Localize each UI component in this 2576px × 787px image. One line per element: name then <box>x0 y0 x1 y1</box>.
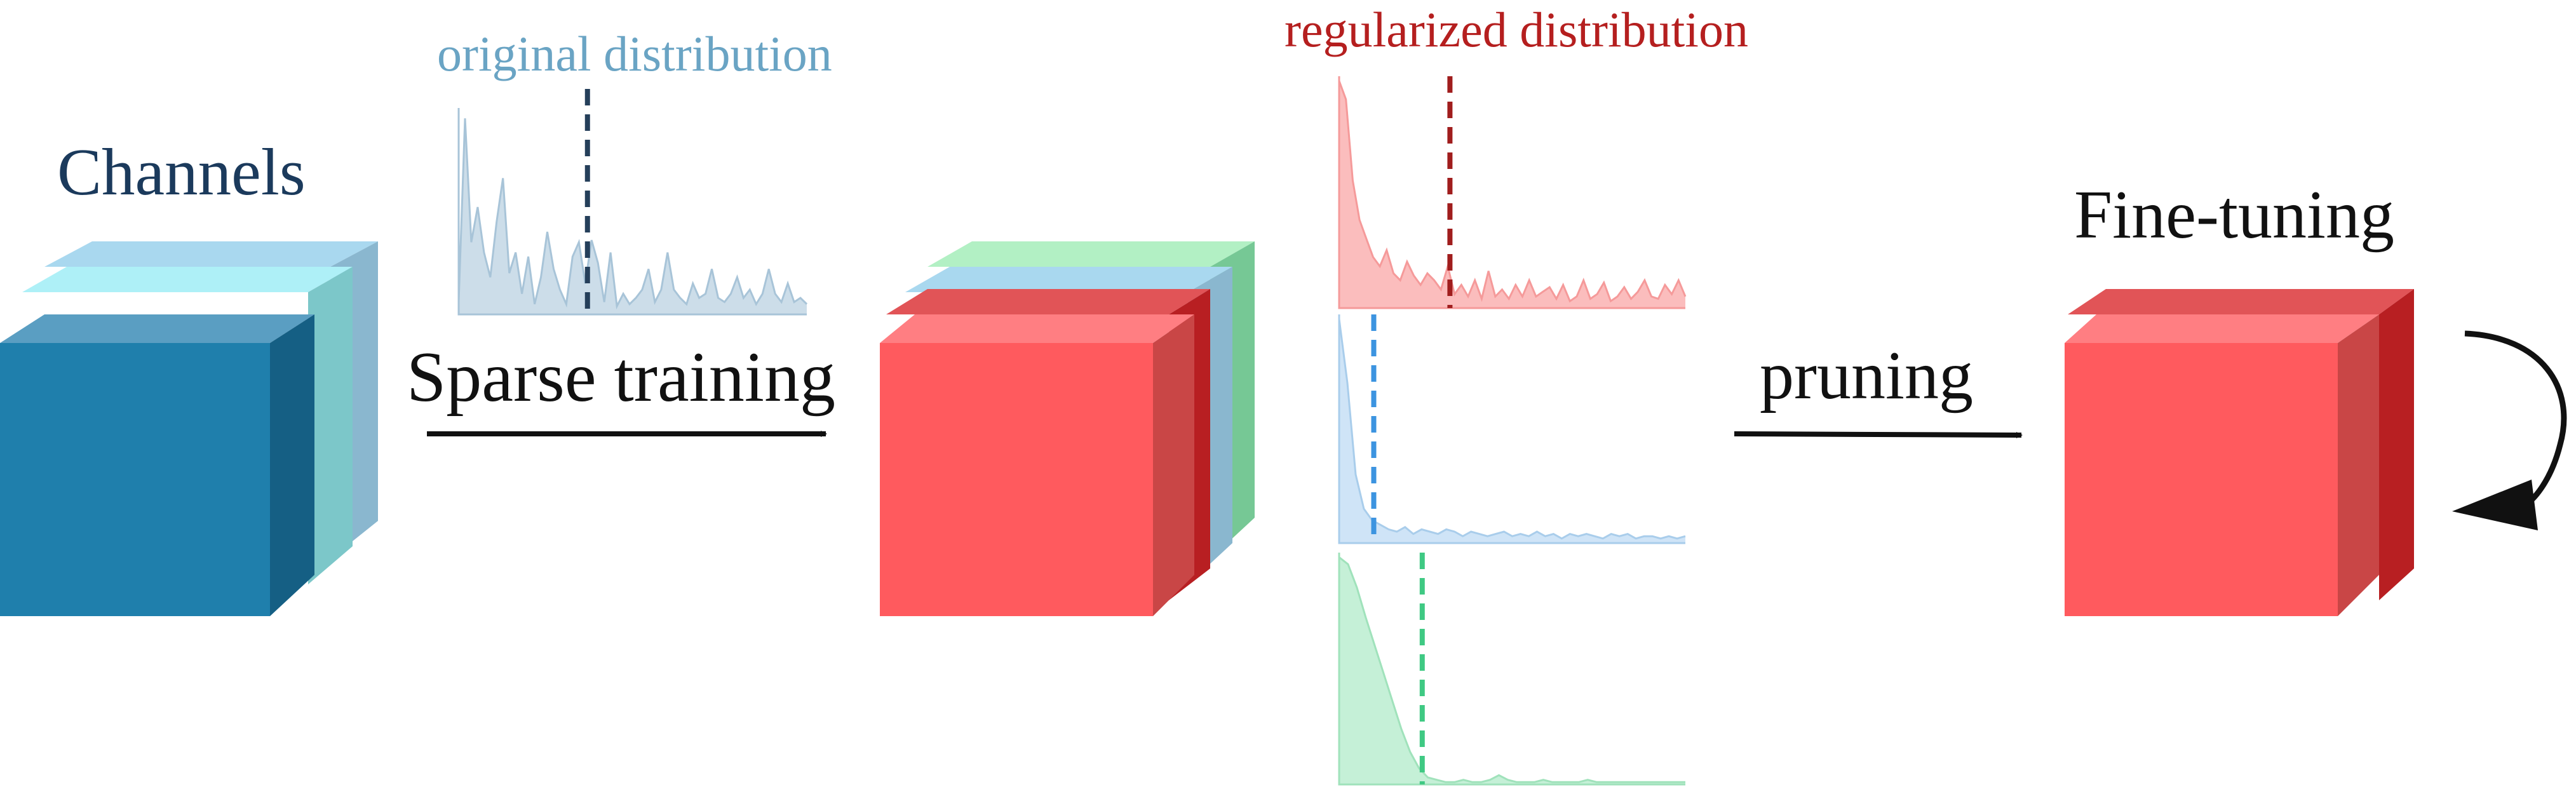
distribution-axis <box>457 108 807 316</box>
distribution-area <box>1339 81 1685 309</box>
distribution-outline <box>1338 319 1686 540</box>
distribution-outline <box>1338 80 1687 303</box>
regularized-distribution-label: regularized distribution <box>1285 2 1748 57</box>
front-cube-side <box>1153 314 1194 616</box>
fine-tuning-loop-arrow <box>2452 330 2567 530</box>
trained-cube <box>880 241 1255 616</box>
regularized-blue-histogram <box>1338 314 1686 544</box>
distribution-axis <box>1338 76 1685 309</box>
sparse-training-label: Sparse training <box>407 338 835 417</box>
dark-red-layer-top <box>886 289 1210 314</box>
distribution-axis <box>1338 553 1685 786</box>
front-cube-face <box>2065 343 2338 616</box>
green-layer-top <box>927 241 1255 267</box>
regularized-green-histogram <box>1338 553 1685 786</box>
channels-label: Channels <box>57 135 306 209</box>
distribution-area <box>1339 319 1685 543</box>
front-cube-top <box>2065 314 2379 343</box>
pruning-label: pruning <box>1760 338 1973 414</box>
front-cube-top <box>0 314 314 343</box>
distribution-area <box>459 118 807 315</box>
original-distribution-histogram <box>457 89 808 316</box>
pruning-arrow <box>1734 431 2023 438</box>
mid-layer-top <box>22 267 353 292</box>
blue-layer-top <box>905 267 1232 292</box>
back-layer-top <box>2068 289 2414 314</box>
back-layer-side <box>2379 289 2414 600</box>
front-cube-side <box>270 314 314 616</box>
back-layer-top <box>44 241 378 267</box>
front-cube-face <box>880 343 1153 616</box>
front-cube-top <box>880 314 1194 343</box>
distribution-outline <box>1339 556 1685 783</box>
distribution-axis <box>1338 314 1685 544</box>
front-cube-face <box>0 343 270 616</box>
pruned-cube <box>2065 289 2414 616</box>
original-distribution-label: original distribution <box>437 26 832 81</box>
mid-layer-side <box>308 267 353 584</box>
channels-cube <box>0 241 378 616</box>
fine-tuning-label: Fine-tuning <box>2074 177 2394 253</box>
front-cube-side <box>2338 314 2379 616</box>
regularized-red-histogram <box>1338 76 1687 309</box>
distribution-area <box>1339 557 1685 784</box>
distribution-outline <box>457 118 808 310</box>
